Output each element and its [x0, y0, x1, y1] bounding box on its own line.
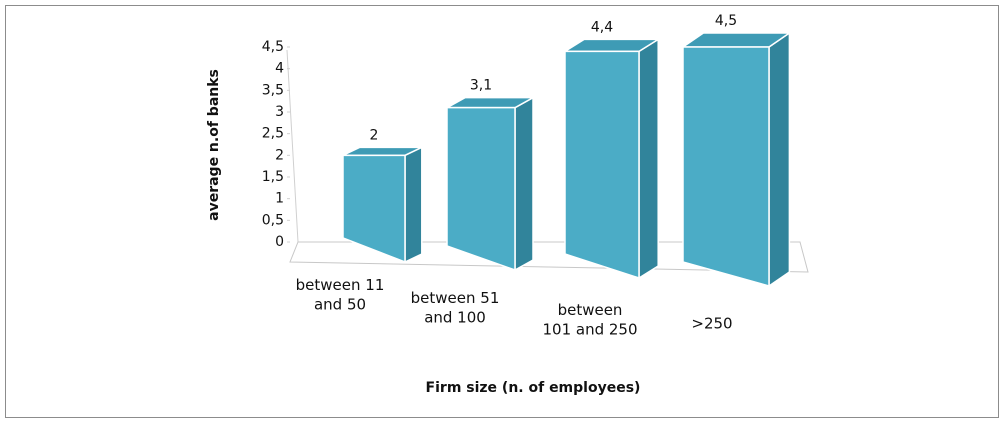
- y-tick-label: 0: [275, 234, 284, 250]
- data-label: 2: [370, 127, 379, 143]
- y-tick-label: 4,5: [262, 39, 284, 55]
- bar: [342, 146, 423, 264]
- y-tick-label: 0,5: [262, 212, 284, 228]
- data-label: 3,1: [470, 78, 492, 94]
- y-tick-label: 3,5: [262, 82, 284, 98]
- y-tick-label: 1,5: [262, 169, 284, 185]
- x-tick-label: >250: [691, 315, 732, 333]
- data-label: 4,5: [715, 13, 737, 29]
- bar-side: [638, 37, 659, 280]
- bar: [680, 31, 792, 288]
- bar: [444, 96, 536, 272]
- y-tick-label: 2,5: [262, 126, 284, 142]
- y-tick-label: 2: [275, 147, 284, 163]
- bar-front: [342, 154, 406, 264]
- data-label: 4,4: [591, 19, 613, 35]
- bar-side: [514, 96, 534, 272]
- bar-front: [446, 106, 516, 272]
- x-axis-title: Firm size (n. of employees): [426, 380, 641, 396]
- y-tick-label: 3: [275, 104, 284, 120]
- y-tick-label: 1: [275, 191, 284, 207]
- bar: [562, 37, 661, 280]
- bar-front: [682, 46, 770, 287]
- bar-side: [404, 146, 423, 264]
- x-tick-label: between 51 and 100: [411, 289, 500, 327]
- x-tick-label: between 11 and 50: [296, 276, 385, 314]
- y-axis-title: average n.of banks: [206, 69, 222, 221]
- y-tick-label: 4: [275, 61, 284, 77]
- bar-front: [564, 50, 640, 280]
- x-tick-label: between 101 and 250: [542, 301, 637, 339]
- bar-side: [768, 31, 791, 288]
